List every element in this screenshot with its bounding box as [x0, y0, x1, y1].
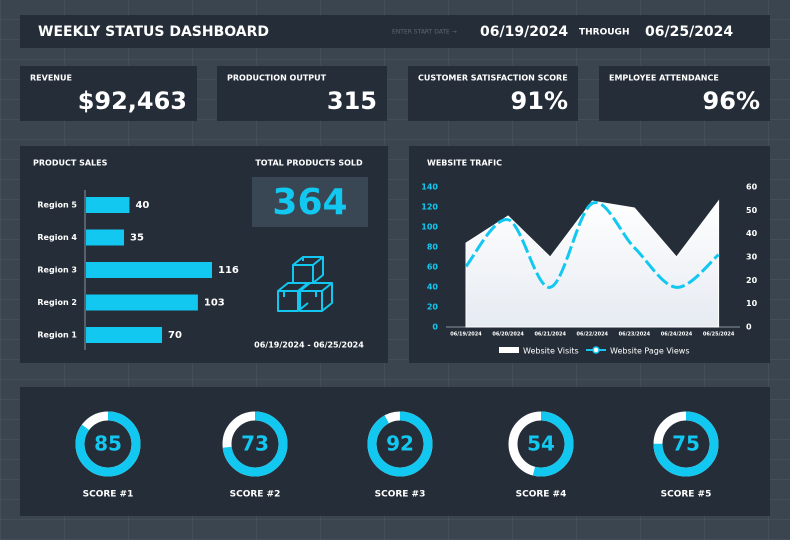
- header-panel: [20, 15, 770, 48]
- kpi-panel: [217, 66, 387, 121]
- y2-tick-label: 50: [746, 206, 758, 215]
- x-tick-label: 06/21/2024: [534, 332, 566, 338]
- total-box: [252, 177, 368, 227]
- kpi-value: 96%: [703, 87, 760, 115]
- kpi-value: 315: [327, 87, 377, 115]
- x-tick-label: 06/23/2024: [619, 332, 651, 338]
- bar-value-label: 116: [218, 265, 239, 276]
- end-date[interactable]: 06/25/2024: [645, 24, 733, 40]
- scores-panel: [20, 387, 770, 516]
- x-tick-label: 06/20/2024: [492, 332, 524, 338]
- kpi-label: PRODUCTION OUTPUT: [227, 74, 327, 83]
- y2-tick-label: 0: [746, 323, 752, 332]
- y2-tick-label: 10: [746, 299, 758, 308]
- score-label: SCORE #1: [83, 490, 134, 500]
- bar: [86, 197, 130, 213]
- donut-arc: [653, 411, 719, 477]
- y-tick-label: Region 4: [37, 233, 77, 242]
- kpi-label: CUSTOMER SATISFACTION SCORE: [418, 74, 568, 83]
- total-date-range: 06/19/2024 - 06/25/2024: [254, 341, 364, 350]
- y-tick-label: 0: [432, 323, 438, 332]
- score-label: SCORE #4: [516, 490, 567, 500]
- kpi-value: $92,463: [78, 87, 187, 115]
- x-tick-label: 06/19/2024: [450, 332, 482, 338]
- y-tick-label: 60: [427, 263, 439, 272]
- bar-value-label: 103: [204, 298, 225, 309]
- score-label: SCORE #2: [230, 490, 281, 500]
- kpi-panel: [599, 66, 770, 121]
- legend-swatch: [592, 346, 600, 354]
- score-label: SCORE #3: [375, 490, 426, 500]
- y2-tick-label: 60: [746, 183, 758, 192]
- area: [465, 199, 720, 328]
- traffic-title: WEBSITE TRAFIC: [427, 159, 502, 168]
- donut-arc: [508, 411, 574, 477]
- y-tick-label: 40: [427, 283, 439, 292]
- x-tick-label: 06/22/2024: [577, 332, 609, 338]
- legend-label: Website Visits: [523, 347, 579, 356]
- kpi-label: REVENUE: [30, 74, 72, 83]
- kpi-panel: [20, 66, 197, 121]
- score-value: 85: [94, 432, 122, 456]
- y-tick-label: 80: [427, 243, 439, 252]
- x-tick-label: 06/25/2024: [703, 332, 735, 338]
- donut-arc: [367, 411, 433, 477]
- score-value: 92: [386, 432, 414, 456]
- start-label[interactable]: ENTER START DATE →: [392, 29, 457, 36]
- bar: [86, 229, 125, 246]
- total-value: 364: [272, 182, 347, 223]
- y-tick-label: Region 5: [37, 201, 77, 210]
- score-value: 73: [241, 432, 269, 456]
- bar-value-label: 70: [168, 330, 182, 341]
- start-date[interactable]: 06/19/2024: [480, 24, 568, 40]
- y2-tick-label: 20: [746, 276, 758, 285]
- boxes-icon: [277, 256, 333, 312]
- score-label: SCORE #5: [661, 490, 712, 500]
- bar: [86, 327, 163, 343]
- bar-value-label: 35: [130, 233, 144, 244]
- legend-label: Website Page Views: [610, 347, 690, 356]
- y-tick-label: 120: [421, 203, 438, 212]
- y-tick-label: Region 2: [37, 298, 77, 307]
- y2-tick-label: 40: [746, 229, 758, 238]
- title: WEEKLY STATUS DASHBOARD: [38, 24, 269, 40]
- line: [464, 201, 720, 289]
- y2-tick-label: 30: [746, 253, 758, 262]
- y-tick-label: Region 3: [37, 266, 77, 275]
- through-label: THROUGH: [579, 28, 629, 38]
- y-tick-label: 140: [421, 183, 438, 192]
- y-tick-label: 20: [427, 303, 439, 312]
- donut-arc: [222, 411, 288, 477]
- donut-arc: [75, 411, 141, 477]
- total-label: TOTAL PRODUCTS SOLD: [255, 159, 363, 168]
- kpi-label: EMPLOYEE ATTENDANCE: [609, 74, 719, 83]
- score-value: 54: [527, 432, 555, 456]
- legend-swatch: [499, 347, 519, 353]
- sales-title: PRODUCT SALES: [33, 159, 108, 168]
- kpi-panel: [408, 66, 578, 121]
- score-value: 75: [672, 432, 700, 456]
- x-tick-label: 06/24/2024: [661, 332, 693, 338]
- bar: [86, 262, 212, 278]
- kpi-value: 91%: [511, 87, 568, 115]
- y-tick-label: Region 1: [37, 331, 77, 340]
- bar: [86, 294, 198, 311]
- y-tick-label: 100: [421, 223, 438, 232]
- bar-value-label: 40: [135, 200, 149, 211]
